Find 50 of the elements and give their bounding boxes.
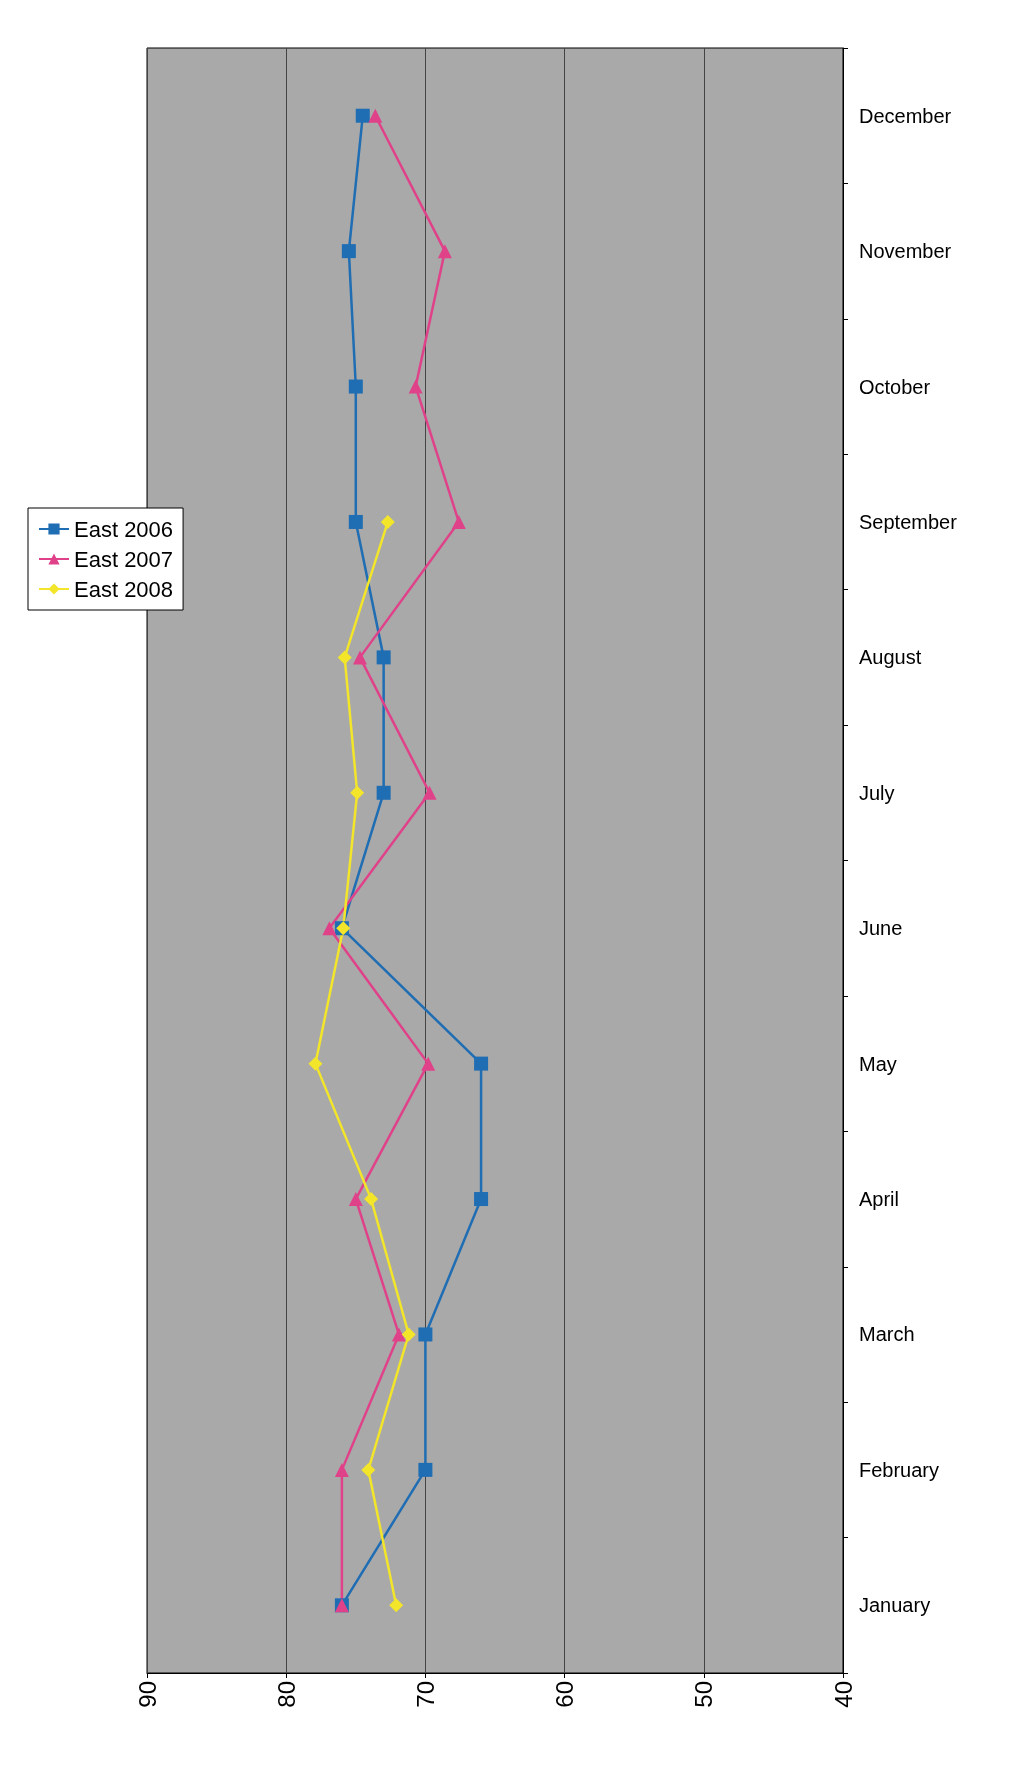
x-tick-label: 90 <box>133 1681 161 1708</box>
y-tick-label: June <box>859 917 903 940</box>
point <box>322 921 337 936</box>
point <box>368 108 383 123</box>
point <box>348 1192 363 1207</box>
point <box>389 1598 404 1613</box>
y-tick-label: March <box>859 1323 915 1346</box>
y-tick-label: August <box>859 646 922 669</box>
point <box>364 1192 379 1207</box>
point <box>376 650 391 665</box>
point <box>355 108 370 123</box>
point <box>474 1056 489 1071</box>
x-tick-label: 40 <box>829 1681 857 1708</box>
point <box>380 514 395 529</box>
y-tick-label: November <box>859 240 952 263</box>
y-tick-label: February <box>859 1458 940 1481</box>
point <box>422 785 437 800</box>
point <box>341 244 356 259</box>
y-tick-label: January <box>859 1594 931 1617</box>
point <box>308 1056 323 1071</box>
point <box>401 1327 416 1342</box>
x-tick-label: 70 <box>411 1681 439 1708</box>
point <box>361 1462 376 1477</box>
legend-label: East 2008 <box>74 576 174 602</box>
y-tick-label: July <box>859 781 895 804</box>
point <box>391 1327 406 1342</box>
legend-label: East 2007 <box>74 546 174 572</box>
point <box>348 379 363 394</box>
y-tick-label: December <box>859 104 952 127</box>
point <box>376 785 391 800</box>
x-tick-label: 60 <box>551 1681 579 1708</box>
point <box>437 244 452 259</box>
point <box>421 1056 436 1071</box>
point <box>418 1327 433 1342</box>
point <box>418 1462 433 1477</box>
y-tick-label: May <box>859 1052 897 1075</box>
point <box>451 514 466 529</box>
point <box>337 650 352 665</box>
x-tick-label: 80 <box>272 1681 300 1708</box>
point <box>408 379 423 394</box>
y-tick-label: April <box>859 1188 900 1211</box>
legend-label: East 2006 <box>74 516 174 542</box>
point <box>334 1462 349 1477</box>
point <box>350 785 365 800</box>
point <box>348 514 363 529</box>
y-tick-label: October <box>859 375 931 398</box>
x-tick-label: 50 <box>690 1681 718 1708</box>
point <box>352 650 367 665</box>
y-tick-label: September <box>859 510 958 533</box>
point <box>474 1192 489 1207</box>
